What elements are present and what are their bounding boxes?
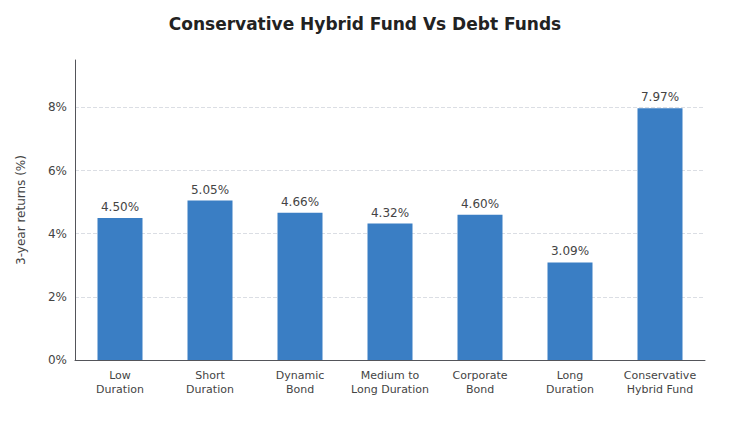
svg-text:Duration: Duration (546, 383, 594, 396)
svg-text:5.05%: 5.05% (191, 183, 229, 197)
svg-text:7.97%: 7.97% (641, 90, 679, 104)
svg-text:Duration: Duration (186, 383, 234, 396)
svg-text:Short: Short (195, 369, 225, 382)
svg-text:Long Duration: Long Duration (351, 383, 429, 396)
svg-text:4%: 4% (48, 227, 67, 241)
svg-text:4.60%: 4.60% (461, 197, 499, 211)
svg-text:Bond: Bond (466, 383, 494, 396)
svg-text:2%: 2% (48, 290, 67, 304)
svg-text:6%: 6% (48, 164, 67, 178)
svg-text:Corporate: Corporate (453, 369, 508, 382)
svg-text:3-year returns (%): 3-year returns (%) (14, 155, 28, 265)
svg-text:Hybrid Fund: Hybrid Fund (627, 383, 693, 396)
svg-text:4.66%: 4.66% (281, 195, 319, 209)
svg-text:0%: 0% (48, 353, 67, 367)
svg-text:Conservative: Conservative (624, 369, 697, 382)
svg-text:Conservative Hybrid Fund Vs De: Conservative Hybrid Fund Vs Debt Funds (169, 14, 561, 34)
svg-text:Medium to: Medium to (361, 369, 420, 382)
svg-text:Bond: Bond (286, 383, 314, 396)
svg-text:Long: Long (557, 369, 584, 382)
svg-text:Low: Low (109, 369, 131, 382)
svg-text:4.50%: 4.50% (101, 200, 139, 214)
svg-text:Dynamic: Dynamic (276, 369, 325, 382)
svg-text:8%: 8% (48, 100, 67, 114)
svg-text:3.09%: 3.09% (551, 244, 589, 258)
svg-text:4.32%: 4.32% (371, 206, 409, 220)
svg-text:Duration: Duration (96, 383, 144, 396)
